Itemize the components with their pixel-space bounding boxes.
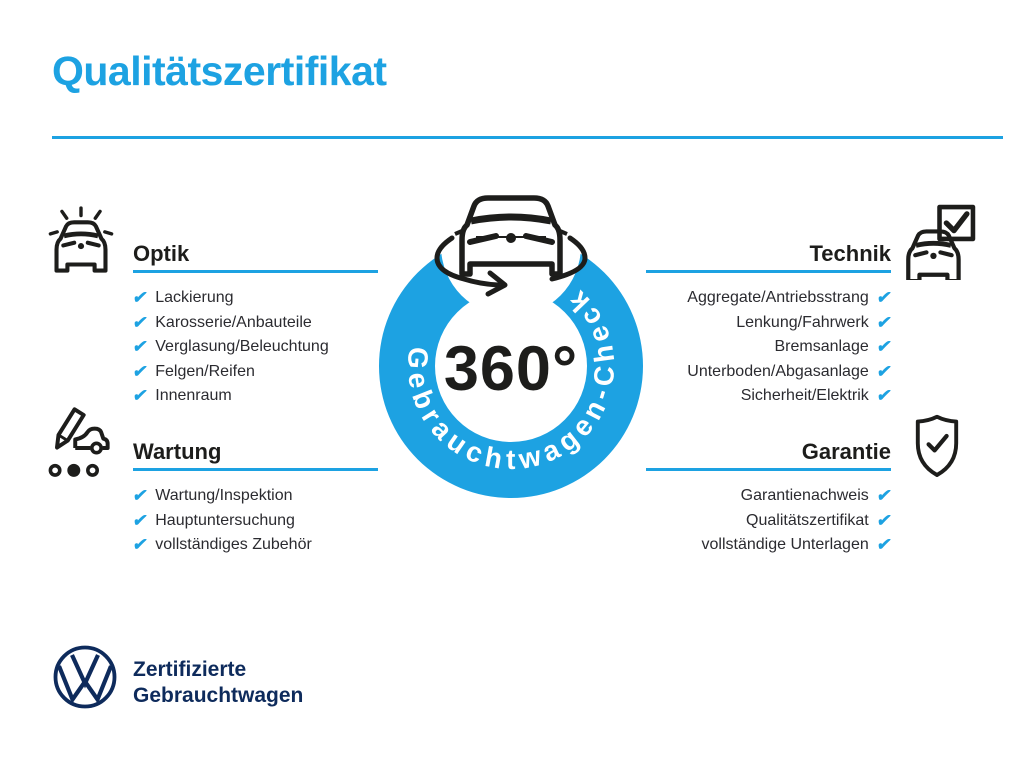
list-item: ✔ Lackierung: [131, 286, 378, 311]
list-item-label: Wartung/Inspektion: [155, 487, 293, 504]
list-item-label: Garantienachweis: [740, 487, 869, 504]
vw-logo: [53, 645, 117, 709]
car-360-rotation-icon: [434, 195, 588, 297]
list-item: Aggregate/Antriebsstrang ✔: [646, 286, 893, 311]
footer-claim: Zertifizierte Gebrauchtwagen: [133, 657, 303, 709]
garantie-checklist: Garantienachweis ✔ Qualitätszertifikat ✔ v…: [646, 484, 893, 558]
list-item: ✔ Felgen/Reifen: [131, 360, 378, 385]
section-title-optik: Optik: [133, 240, 378, 273]
ring-shape: [379, 234, 643, 498]
check-icon: ✔: [131, 510, 150, 530]
list-item: Lenkung/Fahrwerk ✔: [646, 311, 893, 336]
car-checkbox-icon: [900, 204, 976, 280]
section-title-wartung: Wartung: [133, 438, 378, 471]
list-item-label: Sicherheit/Elektrik: [740, 387, 869, 404]
list-item: Unterboden/Abgasanlage ✔: [646, 360, 893, 385]
optik-checklist: ✔ Lackierung ✔ Karosserie/Anbauteile ✔ Verg…: [131, 286, 378, 409]
list-item-label: Hauptuntersuchung: [155, 511, 295, 529]
list-item: Bremsanlage ✔: [646, 335, 893, 360]
360-check-badge: 360° Gebrauchtwagen-Check: [379, 176, 643, 498]
check-icon: ✔: [875, 510, 893, 530]
list-item: vollständige Unterlagen ✔: [646, 533, 893, 558]
section-title-garantie: Garantie: [646, 438, 891, 471]
check-icon: ✔: [131, 312, 150, 332]
check-icon: ✔: [131, 361, 150, 381]
list-item: ✔ vollständiges Zubehör: [131, 533, 378, 558]
section-optik: Optik ✔ Lackierung ✔ Karosserie/Anbauteile…: [131, 240, 378, 409]
list-item: Sicherheit/Elektrik ✔: [646, 384, 893, 409]
check-icon: ✔: [131, 288, 150, 307]
wartung-checklist: ✔ Wartung/Inspektion ✔ Hauptuntersuchung ✔…: [131, 484, 378, 558]
footer-claim-line2: Gebrauchtwagen: [133, 684, 304, 707]
section-title-technik: Technik: [646, 240, 891, 273]
header-divider: [52, 136, 1003, 139]
section-wartung: Wartung ✔ Wartung/Inspektion ✔ Hauptunters…: [131, 438, 378, 558]
check-icon: ✔: [875, 535, 893, 554]
check-icon: ✔: [131, 386, 150, 405]
list-item: ✔ Wartung/Inspektion: [131, 484, 378, 509]
list-item-label: Lenkung/Fahrwerk: [736, 313, 869, 331]
list-item: ✔ Karosserie/Anbauteile: [131, 311, 378, 336]
list-item: Qualitätszertifikat ✔: [646, 509, 893, 534]
pencil-car-checklist-icon: [48, 407, 110, 477]
list-item-label: Karosserie/Anbauteile: [155, 313, 312, 331]
check-icon: ✔: [875, 288, 893, 307]
check-icon: ✔: [131, 535, 150, 554]
list-item-label: Bremsanlage: [774, 338, 869, 355]
list-item-label: Qualitätszertifikat: [746, 511, 869, 529]
check-icon: ✔: [875, 312, 893, 332]
check-icon: ✔: [875, 486, 893, 505]
degrees-label: 360°: [444, 334, 578, 404]
list-item-label: Lackierung: [155, 289, 234, 306]
check-icon: ✔: [875, 386, 893, 405]
section-technik: Technik Aggregate/Antriebsstrang ✔ Lenkun…: [646, 240, 893, 409]
page-title: Qualitätszertifikat: [52, 48, 387, 94]
list-item-label: Innenraum: [155, 387, 232, 404]
list-item-label: Aggregate/Antriebsstrang: [687, 289, 869, 306]
list-item-label: Verglasung/Beleuchtung: [155, 338, 329, 355]
technik-checklist: Aggregate/Antriebsstrang ✔ Lenkung/Fahrwe…: [646, 286, 893, 409]
list-item-label: Felgen/Reifen: [155, 362, 255, 380]
footer-claim-line1: Zertifizierte: [133, 658, 247, 681]
check-icon: ✔: [131, 337, 150, 356]
list-item: ✔ Hauptuntersuchung: [131, 509, 378, 534]
shield-check-icon: [915, 414, 959, 477]
check-icon: ✔: [875, 337, 893, 356]
list-item-label: Unterboden/Abgasanlage: [687, 362, 869, 380]
section-garantie: Garantie Garantienachweis ✔ Qualitätszert…: [646, 438, 893, 558]
list-item: ✔ Verglasung/Beleuchtung: [131, 335, 378, 360]
car-shine-icon: [48, 206, 114, 274]
check-icon: ✔: [875, 361, 893, 381]
list-item-label: vollständige Unterlagen: [701, 536, 869, 553]
list-item: ✔ Innenraum: [131, 384, 378, 409]
list-item-label: vollständiges Zubehör: [155, 536, 312, 553]
check-icon: ✔: [131, 486, 150, 505]
list-item: Garantienachweis ✔: [646, 484, 893, 509]
